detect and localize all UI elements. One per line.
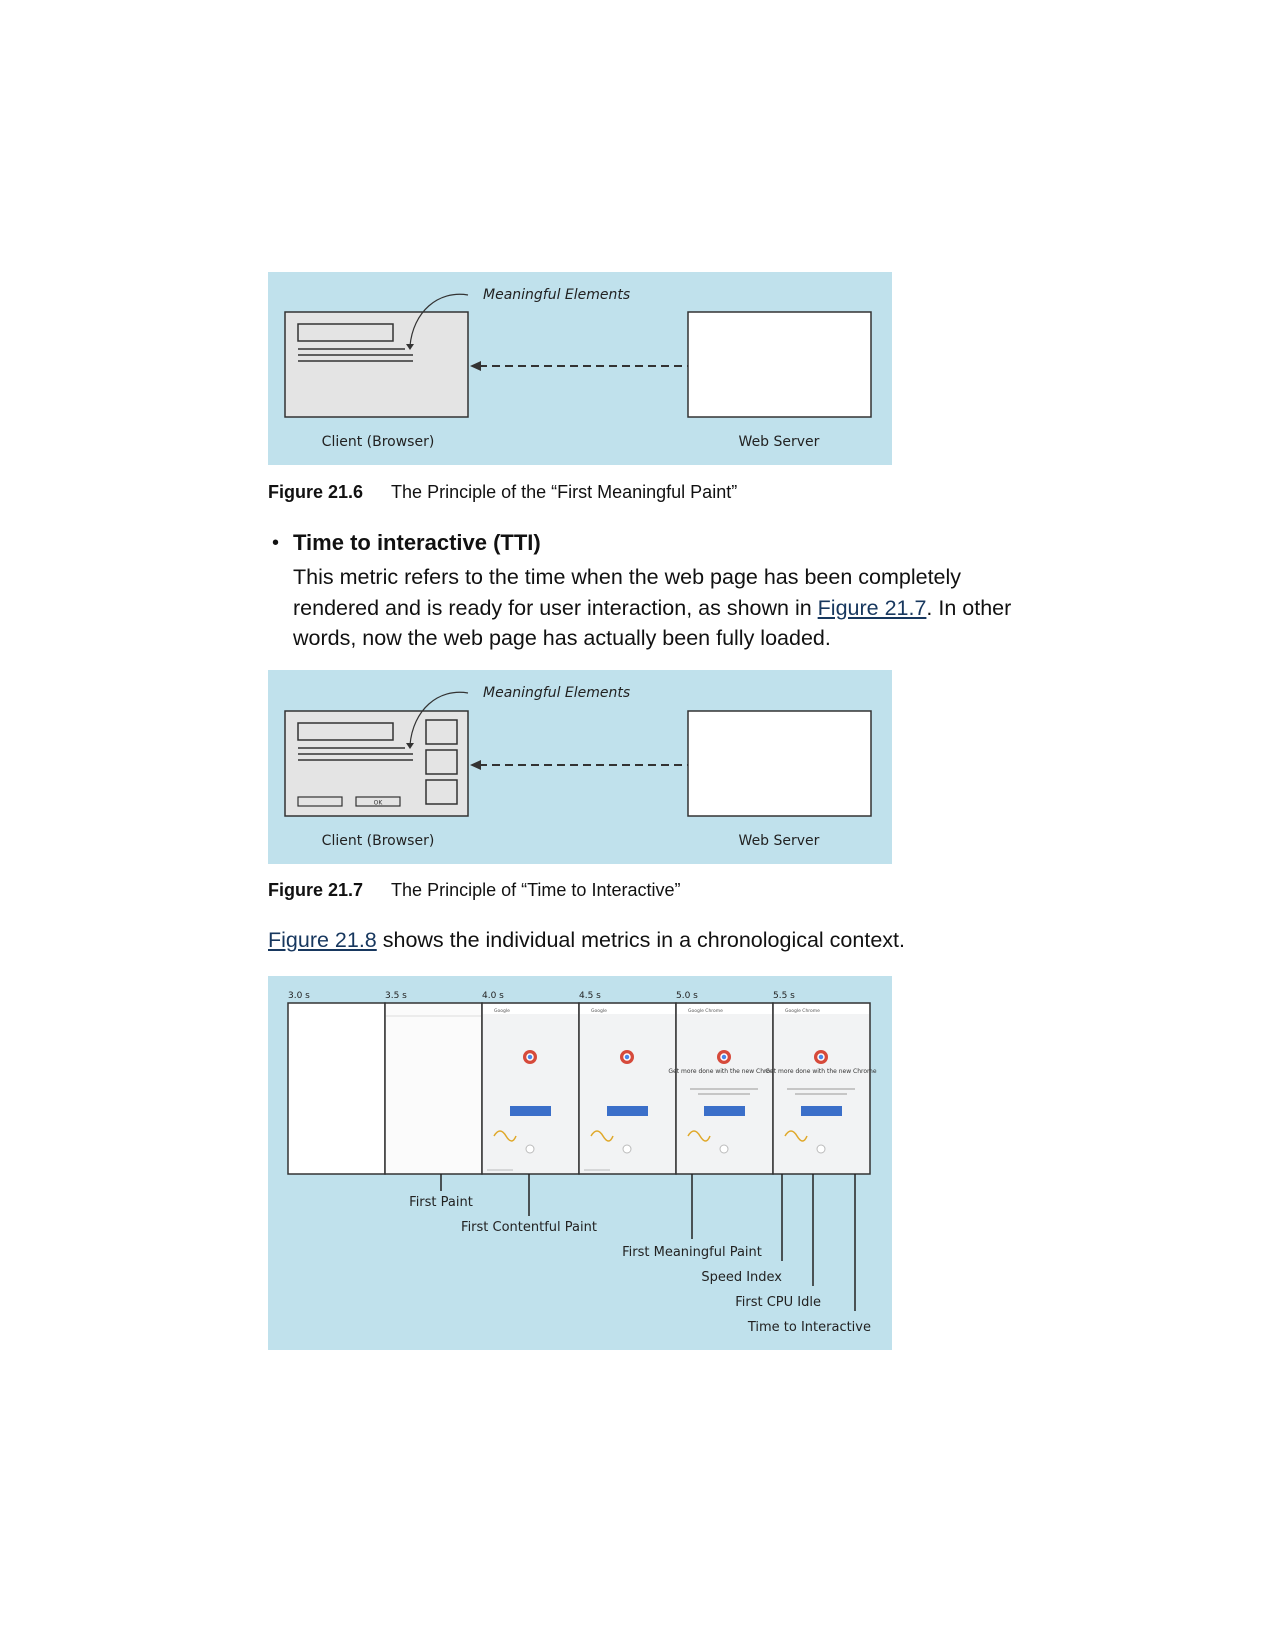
figure-21-7-link[interactable]: Figure 21.7: [817, 595, 927, 620]
web-server-box: [687, 710, 872, 817]
label-speed-index: Speed Index: [701, 1270, 782, 1285]
meaningful-element-bar: [297, 323, 394, 342]
frame-content: Google Chrome Get more done with the new…: [765, 1002, 877, 1175]
time-label: 5.5 s: [773, 991, 795, 1001]
widget-box: [425, 719, 458, 745]
label-first-contentful-paint: First Contentful Paint: [461, 1220, 597, 1235]
frame-content: Google: [481, 1002, 580, 1175]
svg-text:Google: Google: [591, 1008, 607, 1014]
frame-blank: [287, 1002, 386, 1175]
figure-21-7-caption: Figure 21.7 The Principle of “Time to Int…: [268, 880, 680, 901]
client-browser-box: [284, 311, 469, 418]
figure-21-8-intro: Figure 21.8 shows the individual metrics…: [268, 928, 905, 952]
svg-text:Google Chrome: Google Chrome: [688, 1008, 723, 1014]
caption-text: The Principle of the “First Meaningful P…: [391, 482, 738, 502]
pointer-arrow: [409, 691, 469, 746]
widget-box: [425, 749, 458, 775]
frame-content: Google Chrome Get more done with the new…: [668, 1002, 780, 1175]
widget-box: [425, 779, 458, 805]
time-label: 3.5 s: [385, 991, 407, 1001]
figure-21-8-link[interactable]: Figure 21.8: [268, 928, 377, 952]
frame-content: Google: [578, 1002, 677, 1175]
client-browser-label: Client (Browser): [322, 833, 435, 849]
caption-number: Figure 21.6: [268, 482, 364, 502]
time-label: 4.0 s: [482, 991, 504, 1001]
label-first-cpu-idle: First CPU Idle: [735, 1295, 821, 1310]
tti-heading: Time to interactive (TTI): [293, 530, 541, 555]
client-browser-box: [284, 710, 469, 817]
caption-number: Figure 21.7: [268, 880, 364, 900]
svg-text:Get more done with the new Chr: Get more done with the new Chrome: [765, 1068, 876, 1075]
meaningful-elements-label: Meaningful Elements: [483, 685, 630, 701]
tti-description: This metric refers to the time when the …: [293, 565, 1012, 650]
ok-button-sketch: [355, 796, 401, 807]
svg-text:Get more done with the new Chr: Get more done with the new Chrome: [668, 1068, 779, 1075]
svg-text:Google: Google: [494, 1008, 510, 1014]
time-label: 5.0 s: [676, 991, 698, 1001]
bullet-marker: •: [272, 532, 280, 554]
caption-text: The Principle of “Time to Interactive”: [391, 880, 681, 900]
time-label: 4.5 s: [579, 991, 601, 1001]
figure-21-6: Meaningful Elements Client (Browser) Web…: [268, 272, 892, 465]
web-server-label: Web Server: [739, 833, 820, 849]
meaningful-element-bar: [297, 722, 394, 741]
web-server-label: Web Server: [739, 434, 820, 450]
frame-first-paint: [384, 1002, 483, 1175]
figure-21-6-caption: Figure 21.6 The Principle of the “First M…: [268, 482, 737, 503]
label-first-meaningful-paint: First Meaningful Paint: [622, 1245, 762, 1260]
web-server-box: [687, 311, 872, 418]
label-time-to-interactive: Time to Interactive: [747, 1320, 871, 1335]
ok-label: OK: [374, 800, 384, 807]
time-label: 3.0 s: [288, 991, 310, 1001]
input-field-sketch: [297, 796, 343, 807]
figure-21-7: OK Meaningful Elements Client (Browser) …: [268, 670, 892, 864]
svg-text:Google Chrome: Google Chrome: [785, 1008, 820, 1014]
pointer-arrow: [409, 293, 469, 347]
label-first-paint: First Paint: [409, 1195, 473, 1210]
client-browser-label: Client (Browser): [322, 434, 435, 450]
meaningful-elements-label: Meaningful Elements: [483, 287, 630, 303]
figure-21-8: 3.0 s 3.5 s 4.0 s 4.5 s 5.0 s 5.5 s Goog…: [268, 976, 892, 1350]
